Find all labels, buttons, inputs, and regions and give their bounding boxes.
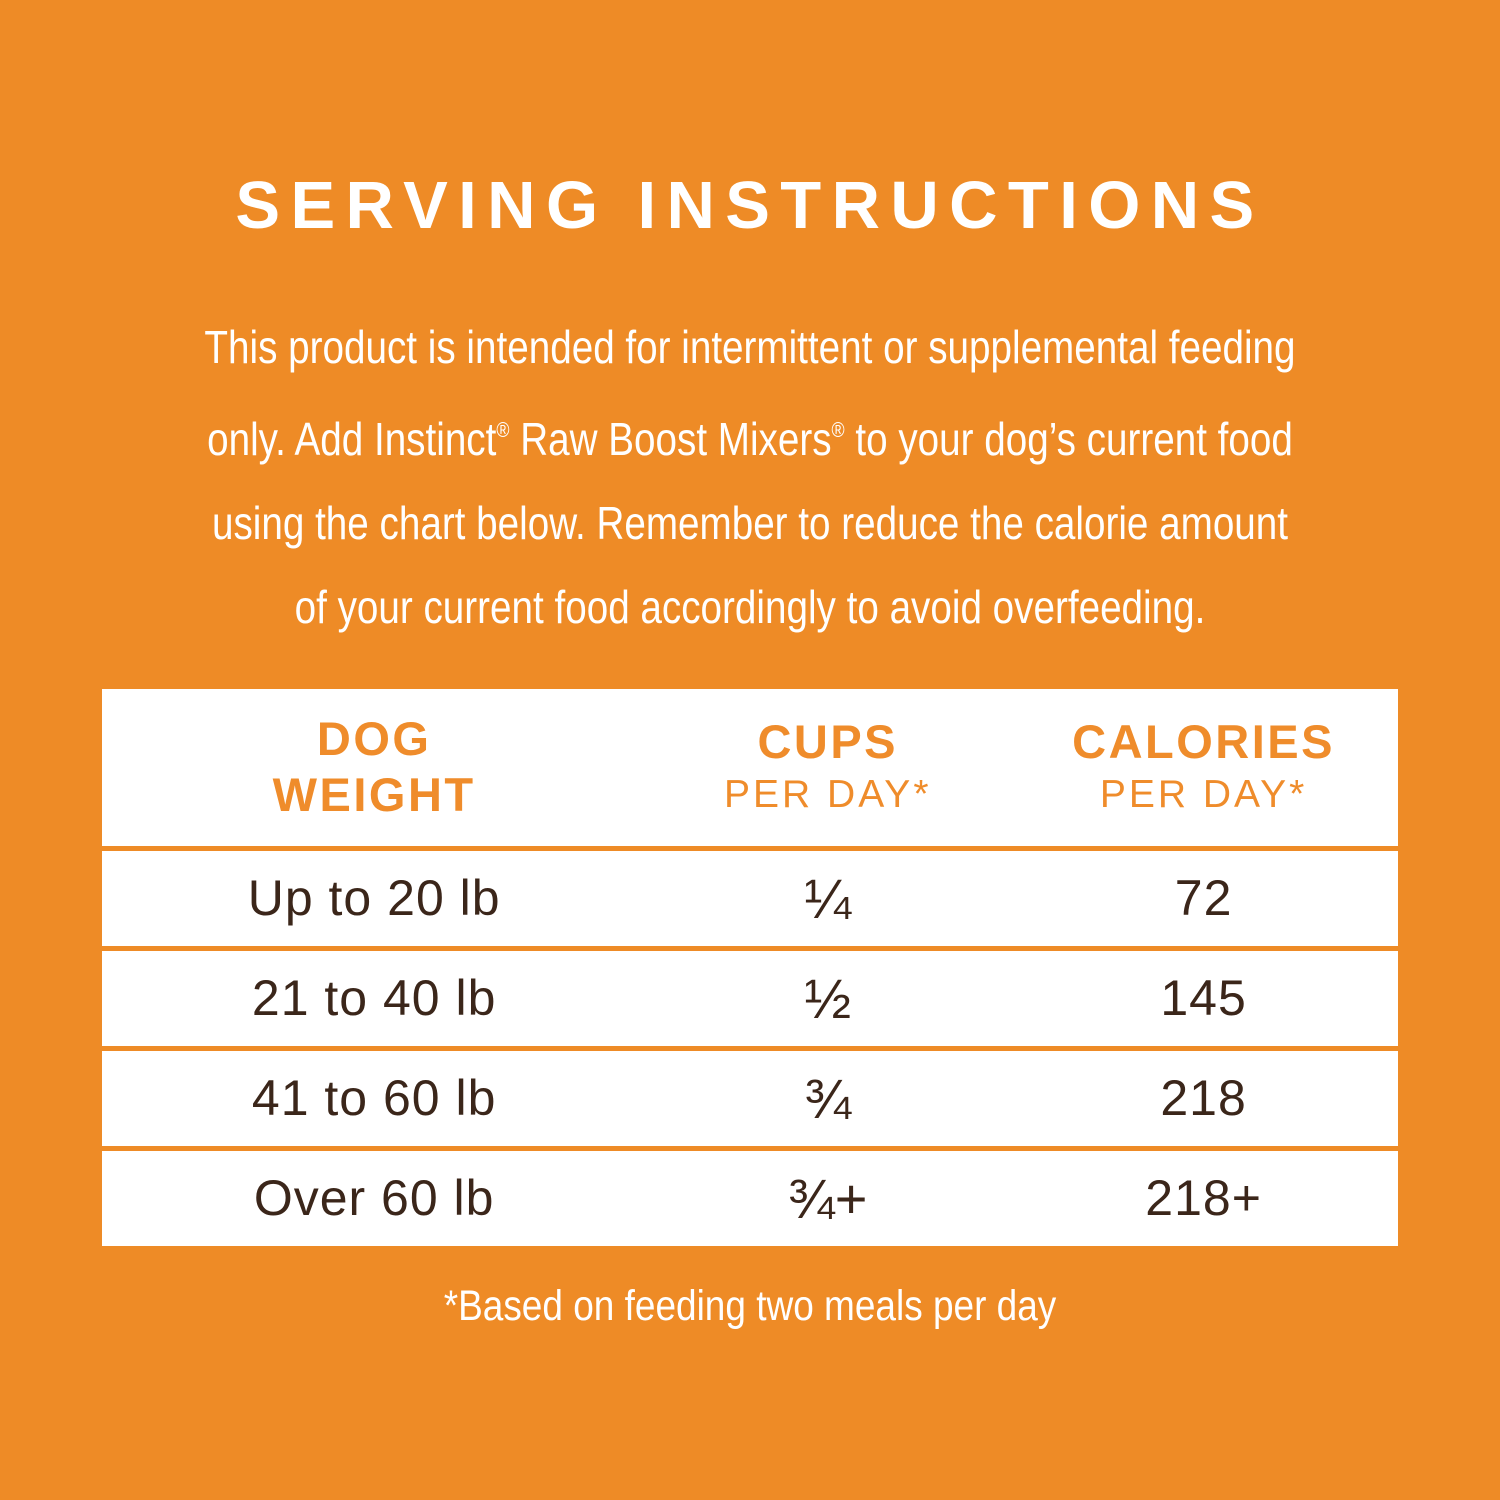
intro-paragraph: This product is intended for intermitten… — [120, 305, 1380, 649]
header-calories-line1: CALORIES — [1072, 715, 1336, 769]
feeding-table: DOG WEIGHT CUPS PER DAY* CALORIES PER DA… — [102, 688, 1398, 1246]
feeding-table-header: DOG WEIGHT CUPS PER DAY* CALORIES PER DA… — [102, 688, 1398, 846]
registered-trademark-symbol: ® — [831, 419, 845, 442]
header-cups-line2: PER DAY* — [724, 773, 932, 817]
intro-line-3: using the chart below. Remember to reduc… — [211, 496, 1289, 549]
cell-calories-per-day: 218 — [1160, 1070, 1247, 1127]
intro-line-2: only. Add Instinct® Raw Boost Mixers® to… — [120, 389, 1380, 481]
cell-calories-per-day: 145 — [1160, 970, 1247, 1027]
cell-dog-weight: Over 60 lb — [253, 1170, 495, 1227]
page-title: SERVING INSTRUCTIONS — [235, 168, 1265, 243]
cell-cups-per-day: ¾+ — [788, 1166, 868, 1230]
table-row: Up to 20 lb ¼ 72 — [102, 850, 1398, 946]
intro-line-2-text: to your dog’s current food — [844, 412, 1293, 465]
cell-dog-weight: Up to 20 lb — [247, 870, 501, 927]
cell-calories-per-day: 218+ — [1145, 1170, 1262, 1227]
cell-cups-per-day: ¼ — [804, 866, 852, 930]
header-dog-weight-line2: WEIGHT — [272, 768, 476, 822]
header-calories-per-day: CALORIES PER DAY* — [1009, 714, 1398, 820]
cell-calories-per-day: 72 — [1174, 870, 1233, 927]
cell-cups-per-day: ½ — [804, 966, 852, 1030]
header-cups-per-day: CUPS PER DAY* — [646, 714, 1009, 820]
table-row: 21 to 40 lb ½ 145 — [102, 950, 1398, 1046]
table-row: 41 to 60 lb ¾ 218 — [102, 1050, 1398, 1146]
cell-cups-per-day: ¾ — [804, 1066, 852, 1130]
intro-line-1: This product is intended for intermitten… — [204, 321, 1296, 373]
footnote: *Based on feeding two meals per day — [443, 1281, 1057, 1330]
cell-dog-weight: 41 to 60 lb — [251, 1070, 497, 1127]
registered-trademark-symbol: ® — [496, 419, 510, 442]
intro-line-2-text: only. Add Instinct — [207, 412, 497, 465]
header-cups-line1: CUPS — [757, 715, 899, 769]
intro-line-2-text: Raw Boost Mixers — [509, 412, 832, 465]
table-row: Over 60 lb ¾+ 218+ — [102, 1150, 1398, 1246]
header-dog-weight-line1: DOG — [316, 712, 432, 766]
header-calories-line2: PER DAY* — [1099, 773, 1308, 817]
cell-dog-weight: 21 to 40 lb — [251, 970, 497, 1027]
header-dog-weight: DOG WEIGHT — [102, 711, 646, 823]
intro-line-4: of your current food accordingly to avoi… — [294, 580, 1206, 633]
